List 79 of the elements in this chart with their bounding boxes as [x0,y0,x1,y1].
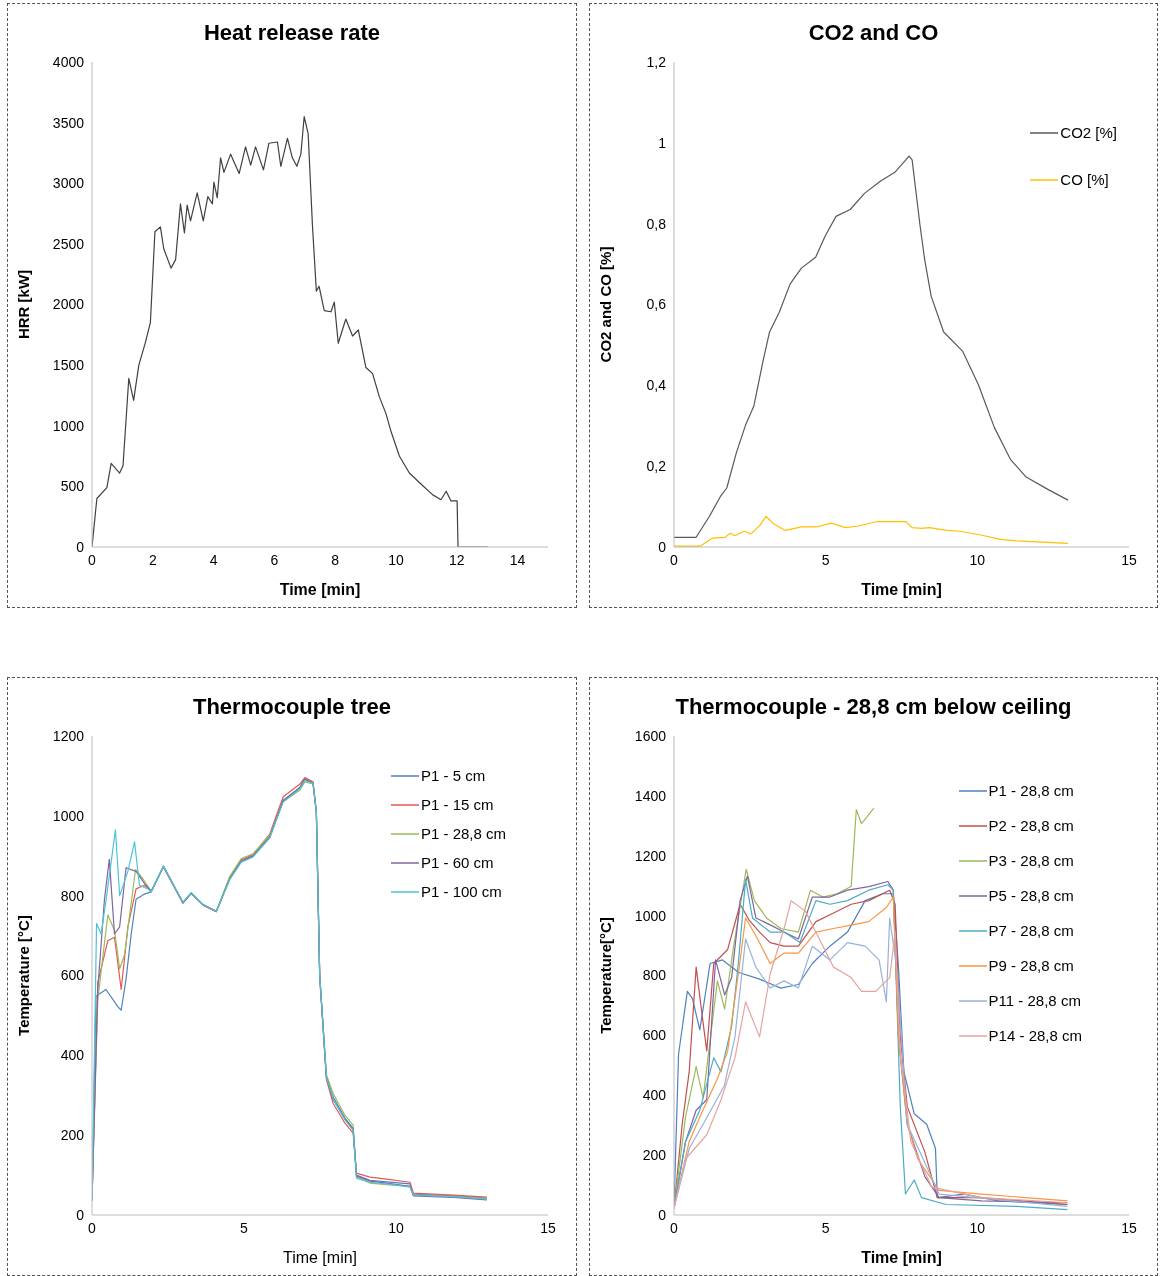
y-tick-label: 1500 [52,357,85,374]
x-tick-label: 8 [331,551,340,568]
x-axis-title: Time [min] [861,1249,942,1266]
y-tick-label: 0 [76,1206,85,1223]
x-tick-label: 0 [670,551,679,568]
y-tick-label: 3000 [52,175,85,192]
y-tick-label: 800 [642,967,667,984]
y-tick-label: 0 [76,538,85,555]
y-tick-label: 3500 [52,114,85,131]
x-tick-label: 10 [969,1219,986,1236]
y-tick-label: 2500 [52,235,85,252]
y-tick-label: 500 [60,478,85,495]
y-axis-title: HRR [kW] [15,269,33,340]
y-tick-label: 1200 [634,847,667,864]
x-tick-label: 5 [240,1219,249,1236]
y-tick-label: 400 [60,1047,85,1064]
y-tick-label: 0 [658,1206,667,1223]
y-tick-label: 1000 [52,807,85,824]
y-tick-label: 0,6 [646,296,667,313]
legend-label: P14 - 28,8 cm [988,1027,1082,1044]
x-tick-label: 5 [821,551,830,568]
y-tick-label: 200 [60,1127,85,1144]
legend-label: CO2 [%] [1060,124,1117,141]
legend-label: P1 - 28,8 cm [420,825,506,842]
y-tick-label: 1000 [52,417,85,434]
x-tick-label: 0 [88,1219,97,1236]
legend-label: P3 - 28,8 cm [988,852,1074,869]
x-tick-label: 4 [209,551,218,568]
legend-label: P2 - 28,8 cm [988,817,1074,834]
y-tick-label: 600 [60,967,85,984]
y-tick-label: 400 [642,1087,667,1104]
x-axis-title: Time [min] [861,581,942,598]
legend-label: P9 - 28,8 cm [988,957,1074,974]
x-tick-label: 0 [670,1219,679,1236]
x-tick-label: 0 [88,551,97,568]
y-tick-label: 1400 [634,787,667,804]
legend-label: P5 - 28,8 cm [988,887,1074,904]
y-tick-label: 2000 [52,296,85,313]
x-tick-label: 12 [449,551,465,568]
x-tick-label: 6 [270,551,279,568]
y-tick-label: 200 [642,1147,667,1164]
y-tick-label: 4000 [52,53,85,70]
legend-label: P7 - 28,8 cm [988,922,1074,939]
y-axis-title: Temperature [°C] [15,915,33,1036]
x-tick-label: 10 [388,551,404,568]
x-tick-label: 15 [1121,1219,1137,1236]
x-axis-title: Time [min] [282,1249,358,1266]
y-tick-label: 0 [658,538,667,555]
chart-title: Heat release rate [202,20,382,47]
y-tick-label: 600 [642,1027,667,1044]
y-tick-label: 0,8 [646,215,667,232]
legend-label: P11 - 28,8 cm [988,992,1081,1009]
chart-title: Thermocouple - 28,8 cm below ceiling [674,694,1073,721]
y-tick-label: 800 [60,887,85,904]
legend-label: P1 - 5 cm [420,767,486,784]
x-axis-title: Time [min] [279,581,361,598]
y-tick-label: 0,4 [646,377,667,394]
legend-label: P1 - 28,8 cm [988,782,1074,799]
chart-title: Thermocouple tree [191,694,392,721]
x-tick-label: 15 [540,1219,556,1236]
chart-title: CO2 and CO [807,20,940,47]
y-tick-label: 1,2 [646,53,667,70]
legend-label: CO [%] [1060,171,1109,188]
legend-label: P1 - 60 cm [420,854,494,871]
y-tick-label: 1 [658,134,667,151]
y-tick-label: 1000 [634,907,667,924]
x-tick-label: 15 [1121,551,1137,568]
y-tick-label: 1200 [52,727,85,744]
x-tick-label: 10 [969,551,986,568]
y-axis-title: CO2 and CO [%] [597,246,615,363]
y-axis-title: Temperature[°C] [597,917,615,1034]
y-tick-label: 1600 [634,727,667,744]
y-tick-label: 0,2 [646,458,667,475]
x-tick-label: 5 [821,1219,830,1236]
legend-label: P1 - 100 cm [420,883,502,900]
x-tick-label: 10 [388,1219,404,1236]
x-tick-label: 14 [509,551,526,568]
x-tick-label: 2 [148,551,157,568]
legend-label: P1 - 15 cm [420,796,494,813]
